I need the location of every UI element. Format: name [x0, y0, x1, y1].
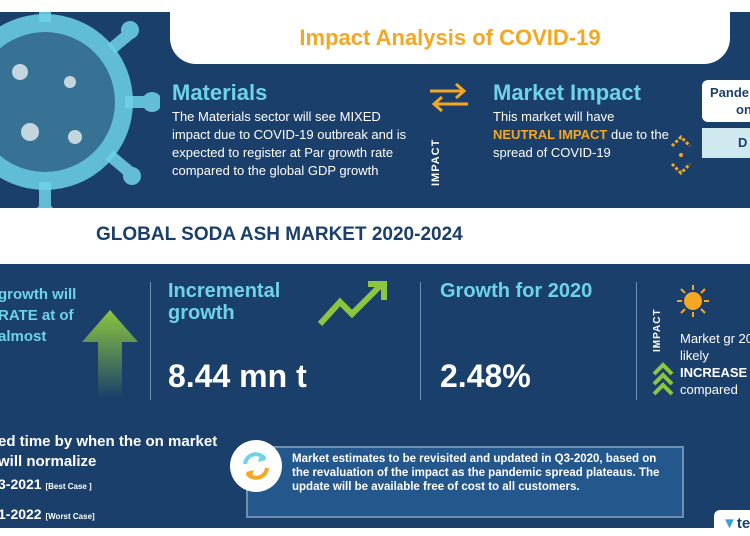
up-arrow-icon [82, 310, 138, 398]
materials-title: Materials [172, 80, 268, 105]
best-case-years: 3-2021 [0, 476, 42, 492]
sun-icon [677, 285, 709, 317]
chevron-up-icon [652, 362, 674, 396]
materials-text: The Materials sector will see MIXED impa… [172, 109, 407, 178]
virus-icon [0, 12, 160, 224]
impact-label: IMPACT [430, 138, 442, 186]
worst-case-tag: [Worst Case] [45, 512, 95, 521]
pandemic-value: D [738, 135, 748, 150]
market-growth-text: Market gr 2020 likely INCREASE compared [680, 330, 750, 398]
market-title: GLOBAL SODA ASH MARKET 2020-2024 [96, 224, 463, 245]
pandemic-label-line2: on [736, 102, 750, 117]
update-note-text: Market estimates to be revisited and upd… [292, 453, 660, 493]
incremental-growth-title: Incremental growth [168, 280, 281, 324]
market-impact-text: This market will have NEUTRAL IMPACT due… [493, 108, 673, 162]
market-growth-text-before: Market gr 2020 likely [680, 331, 750, 363]
exchange-arrows-icon [430, 82, 468, 112]
divider [150, 282, 151, 400]
divider [420, 282, 421, 400]
refresh-icon [243, 452, 269, 480]
worst-case-years: 1-2022 [0, 506, 42, 522]
dotted-double-arrow-icon [670, 134, 692, 176]
logo-mark-icon: ▼ [722, 515, 737, 528]
brand-logo: ▼te [714, 510, 750, 528]
market-impact-text-before: This market will have [493, 109, 615, 124]
pandemic-value-box: D [702, 128, 750, 158]
logo-text: te [736, 515, 750, 528]
market-impact-text-after: due to the spread of COVID-19 [493, 127, 669, 160]
refresh-badge [230, 440, 282, 492]
update-note: Market estimates to be revisited and upd… [246, 446, 684, 518]
best-case-tag: [Best Case ] [45, 482, 92, 491]
pandemic-label-line1: Pande [710, 85, 750, 100]
best-case: 3-2021 [Best Case ] [0, 476, 92, 492]
market-title-band [0, 208, 750, 264]
growth-2020-value: 2.48% [440, 358, 531, 394]
growth-text: growth will RATE at of almost [0, 286, 77, 345]
neutral-impact-highlight: NEUTRAL IMPACT [493, 127, 608, 142]
trend-up-icon [317, 281, 387, 327]
normalize-title: ed time by when the on market will norma… [0, 433, 218, 470]
market-impact-title: Market Impact [493, 80, 641, 105]
growth-2020-title: Growth for 2020 [440, 280, 593, 302]
infographic: Impact Analysis of COVID-19 Materials Th… [0, 12, 750, 528]
page-title: Impact Analysis of COVID-19 [299, 25, 601, 50]
worst-case: 1-2022 [Worst Case] [0, 506, 95, 522]
impact-label-2: IMPACT [652, 308, 663, 352]
divider [636, 282, 637, 400]
incremental-growth-value: 8.44 mn t [168, 358, 307, 394]
increase-highlight: INCREASE [680, 365, 748, 380]
market-growth-text-after: compared [680, 382, 738, 397]
pandemic-label-box: Pande on [702, 80, 750, 122]
title-banner: Impact Analysis of COVID-19 [170, 12, 730, 64]
